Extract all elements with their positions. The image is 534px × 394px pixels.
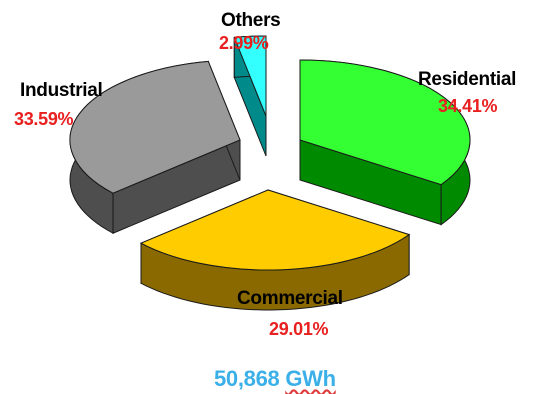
- slice-label-others: Others: [221, 10, 281, 31]
- slice-label-industrial: Industrial: [20, 80, 103, 101]
- slice-value-others: 2.99%: [218, 33, 269, 53]
- slice-industrial: [69, 60, 241, 235]
- label-others: Others 2.99%: [219, 10, 281, 54]
- slice-others: [233, 35, 267, 157]
- slice-label-commercial: Commercial: [237, 288, 343, 309]
- slice-top-residential: [299, 59, 471, 186]
- slice-residential: [299, 59, 471, 226]
- label-residential: Residential 34.41%: [418, 69, 516, 117]
- slice-top-commercial: [139, 189, 411, 271]
- total-energy: 50,868 GWh: [214, 366, 336, 392]
- total-unit: GWh: [285, 366, 336, 391]
- total-value: 50,868: [214, 366, 280, 391]
- slice-commercial: [139, 189, 411, 311]
- slice-top-industrial: [69, 60, 241, 194]
- label-industrial: Industrial 33.59%: [14, 80, 103, 130]
- slice-value-commercial: 29.01%: [269, 319, 329, 339]
- slice-top-others: [233, 35, 267, 117]
- slice-label-residential: Residential: [418, 69, 517, 90]
- label-commercial: Commercial 29.01%: [237, 288, 343, 340]
- slice-value-industrial: 33.59%: [14, 109, 74, 129]
- slice-value-residential: 34.41%: [438, 96, 498, 116]
